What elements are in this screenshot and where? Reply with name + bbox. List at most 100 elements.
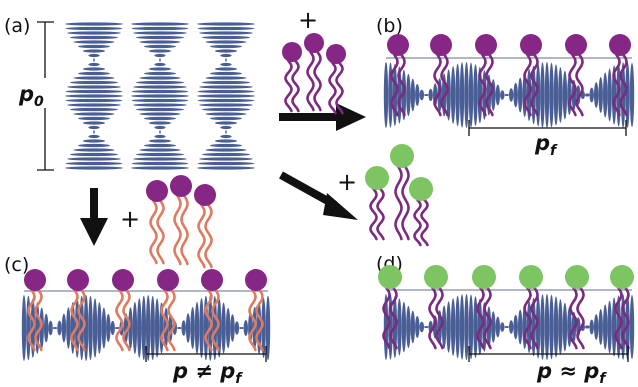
surfactant-tail <box>197 203 206 269</box>
film-stripe <box>243 320 248 336</box>
surfactant-molecule <box>565 265 589 350</box>
surfactant-tail <box>70 288 79 352</box>
helix-stripe <box>201 80 251 85</box>
film-stripe <box>428 88 433 102</box>
film-stripe <box>48 320 53 336</box>
helix-stripe <box>197 89 255 94</box>
film-stripe <box>52 327 58 329</box>
helix-stripe <box>201 152 251 157</box>
surfactant-head <box>365 166 389 190</box>
surfactant-molecule <box>304 33 324 112</box>
surfactant-molecule <box>194 184 216 269</box>
film-stripe <box>441 305 447 349</box>
helix-stripe <box>209 143 243 148</box>
film-stripe <box>464 294 469 360</box>
helix-stripe <box>143 71 177 76</box>
surfactant-tail <box>313 50 322 112</box>
film-stripe <box>115 327 120 329</box>
pitch-bracket-b <box>468 120 627 136</box>
film-stripe <box>518 309 523 345</box>
panel-label-a: (a) <box>4 15 30 37</box>
surfactant-molecule <box>610 265 634 350</box>
helix-stripe <box>197 98 255 103</box>
helix-stripe <box>65 161 123 166</box>
film-stripe <box>504 326 509 328</box>
film-stripe <box>92 298 98 358</box>
film-stripe <box>535 63 541 127</box>
film-stripe <box>128 307 133 349</box>
surfactant-head <box>194 184 216 206</box>
film-stripe <box>589 87 594 103</box>
surfactant-head <box>409 177 433 201</box>
helix-stripe <box>135 80 185 85</box>
helix-stripe <box>73 112 115 116</box>
film-stripe <box>607 300 612 354</box>
surfactant-tail <box>173 194 182 266</box>
arrow-to-c <box>80 188 108 246</box>
surfactant-tail <box>569 286 578 350</box>
surfactant-tail <box>435 286 444 350</box>
film-stripe <box>199 298 204 358</box>
plus-sign-b: + <box>298 6 318 34</box>
helix-stripe <box>88 62 100 67</box>
film-stripe <box>57 320 62 336</box>
film-stripe <box>607 68 612 122</box>
helix-stripe <box>131 26 189 31</box>
film-stripe <box>549 294 554 360</box>
surfactant-head <box>146 180 168 202</box>
surfactant-head <box>390 144 414 168</box>
film-stripe <box>468 294 474 360</box>
surfactant-head <box>424 265 448 289</box>
surfactant-head <box>520 34 542 56</box>
helix-columns <box>65 22 255 170</box>
surfactant-head <box>565 265 589 289</box>
helix-stripe <box>209 116 243 121</box>
helix-stripe <box>65 22 123 26</box>
film-stripe <box>598 77 603 113</box>
film-stripe <box>194 301 200 355</box>
helix-stripe <box>88 125 100 130</box>
surfactant-head <box>387 34 409 56</box>
film-stripe <box>83 295 89 361</box>
surfactant-tail <box>382 286 391 350</box>
film-stripe <box>603 72 608 118</box>
helix-stripe <box>82 121 106 125</box>
arrow-to-b <box>279 103 366 131</box>
film-stripe <box>397 298 402 356</box>
film-stripe <box>66 307 71 349</box>
surfactant-head <box>609 34 631 56</box>
film-stripe <box>406 305 411 349</box>
helix-stripe <box>65 89 123 94</box>
film-stripe <box>265 295 271 361</box>
surfactant-tail <box>428 286 437 350</box>
surfactant-molecule <box>475 34 497 117</box>
film-stripe <box>141 295 146 361</box>
film-stripe <box>562 70 568 120</box>
film-stripe <box>495 84 500 106</box>
helix-stripe <box>148 139 172 143</box>
helix-stripe <box>197 166 255 170</box>
helix-stripe <box>199 85 253 89</box>
film-stripe <box>629 62 635 128</box>
surfactant-tail <box>390 53 399 117</box>
surfactant-head <box>565 34 587 56</box>
helix-stripe <box>67 31 121 35</box>
helix-stripe <box>77 71 111 76</box>
helix-stripe <box>69 152 119 157</box>
helix-stripe <box>133 103 187 107</box>
surfactant-tail <box>420 198 429 247</box>
helix-stripe <box>201 35 251 40</box>
surfactant-molecule <box>112 269 134 352</box>
surfactant-tail <box>568 53 577 117</box>
surfactant-tail <box>167 288 176 352</box>
film-stripe <box>450 66 456 124</box>
surfactant-tail <box>413 198 422 247</box>
helix-stripe <box>131 166 189 170</box>
surfactant-tail <box>523 286 532 350</box>
surfactant-molecule <box>519 265 543 350</box>
helix-stripe <box>77 44 111 49</box>
helix-stripe <box>148 121 172 125</box>
film-stripe <box>185 313 191 343</box>
helix-stripe <box>143 143 177 148</box>
